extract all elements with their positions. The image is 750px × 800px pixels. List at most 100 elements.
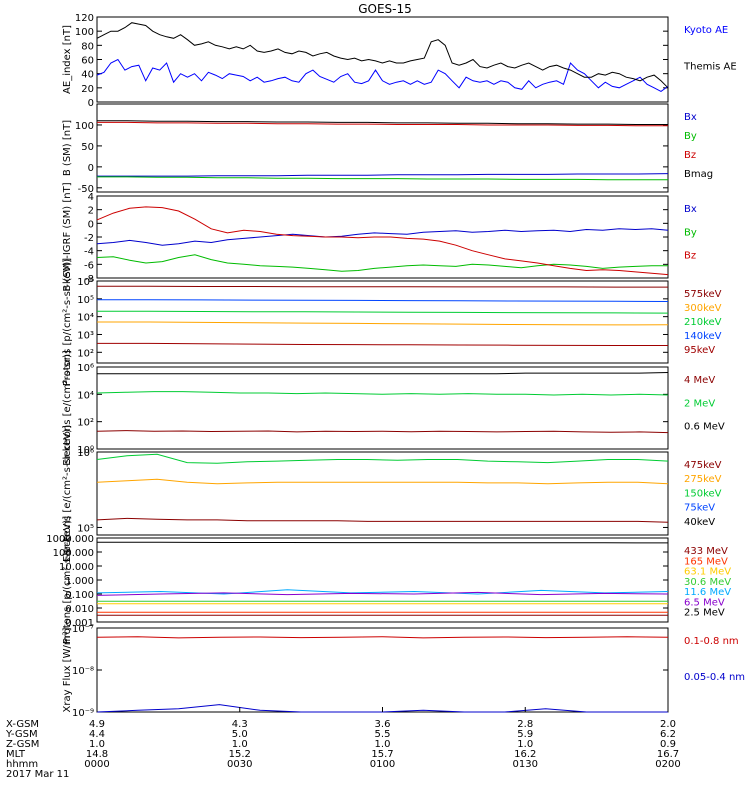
- footer-value: 5.9: [517, 729, 533, 740]
- legend-entry: 433 MeV: [684, 546, 728, 557]
- legend-entry: Bx: [684, 204, 697, 215]
- legend-entry: Bx: [684, 112, 697, 123]
- series-line-4: [97, 120, 668, 125]
- footer-ephemeris: X-GSM 4.9 4.3 3.6 2.8 2.0 Y-GSM 4.4 5.0 5.5 5.9 6.2…: [5, 707, 681, 780]
- y-tick-label: 10³: [77, 330, 94, 341]
- y-tick-label: 120: [75, 13, 94, 24]
- y-tick-label: 10⁶: [77, 277, 94, 288]
- legend-entry: 95keV: [684, 345, 715, 356]
- y-tick-label: 100: [75, 27, 94, 38]
- y-tick-label: 100: [75, 121, 94, 132]
- panel-frame: [96, 366, 669, 450]
- y-tick-label: -2: [84, 233, 94, 244]
- series-line-3: [97, 121, 668, 127]
- legend-entry: 2 MeV: [684, 398, 715, 409]
- footer-value: 5.5: [375, 729, 391, 740]
- y-tick-label: 10²: [77, 418, 94, 429]
- y-tick-label: 0.100: [65, 590, 94, 601]
- y-tick-label: 10.000: [59, 562, 94, 573]
- y-axis-label: B (SM) [nT]: [62, 120, 73, 176]
- legend-entry: 75keV: [684, 503, 715, 514]
- y-tick-label: 0: [88, 219, 94, 230]
- series-line-2: [97, 321, 669, 326]
- y-tick-label: 10⁵: [77, 295, 94, 306]
- footer-value: 15.7: [371, 749, 393, 760]
- legend-entry: Themis AE: [683, 62, 737, 73]
- footer-value: 1.0: [517, 739, 533, 750]
- panel-6: 10⁵ 10⁶ Electrons [e/(cm²-s-sr-keV)] 475keV…: [62, 425, 722, 562]
- series-line-3: [96, 453, 669, 464]
- y-tick-label: 1.000: [65, 576, 94, 587]
- panel-frame: [96, 16, 669, 103]
- footer-value: 3.6: [375, 719, 391, 730]
- y-axis-label: AE_index [nT]: [62, 25, 73, 94]
- legend-entry: 210keV: [684, 317, 722, 328]
- y-tick-label: 4: [88, 192, 94, 203]
- legend-entry: By: [684, 131, 697, 142]
- y-tick-label: 60: [81, 56, 94, 67]
- series-line-1: [96, 636, 669, 639]
- series-line-3: [97, 310, 669, 314]
- legend-entry: 0.6 MeV: [684, 422, 725, 433]
- panel-frame: [96, 103, 669, 193]
- legend-entry: Bmag: [684, 169, 713, 180]
- chart-title: GOES-15: [358, 2, 412, 16]
- footer-row-label: Z-GSM: [6, 739, 39, 750]
- y-tick-label: 10⁻⁷: [72, 624, 94, 635]
- y-tick-label: -50: [78, 184, 94, 195]
- legend-entry: 165 MeV: [684, 556, 728, 567]
- y-axis-label: Xray Flux [W/m²]: [62, 627, 73, 712]
- series-line-1: [96, 517, 669, 523]
- footer-value: 5.0: [232, 729, 248, 740]
- y-axis-label: Protons [p/(cm²-s-sr-keV)]: [62, 258, 73, 386]
- panel-frame: [96, 627, 669, 713]
- y-tick-label: 10⁵: [77, 523, 94, 534]
- legend-entry: 0.05-0.4 nm: [684, 672, 745, 683]
- footer-value: 16.2: [514, 749, 536, 760]
- y-tick-label: 10⁶: [77, 448, 94, 459]
- series-line-1: [97, 173, 669, 177]
- legend-entry: 575keV: [684, 289, 722, 300]
- y-tick-label: -6: [84, 260, 94, 271]
- y-tick-label: 10⁻⁹: [72, 708, 94, 719]
- y-axis-label: Electrons [e/(cm²-s-sr)]: [62, 350, 73, 466]
- footer-value: 4.3: [232, 719, 248, 730]
- series-line-2: [97, 176, 668, 181]
- y-tick-label: 0.001: [65, 618, 94, 629]
- legend-entry: 2.5 MeV: [684, 608, 725, 619]
- legend-entry: Bz: [684, 150, 696, 161]
- y-tick-label: 20: [81, 84, 94, 95]
- series-line-3: [96, 206, 669, 276]
- y-tick-label: 10²: [77, 348, 94, 359]
- footer-value: 14.8: [86, 749, 108, 760]
- footer-row-label: hhmm: [6, 759, 38, 770]
- series-line-1: [96, 58, 669, 92]
- y-axis-label: Electrons [e/(cm²-s-sr-keV)]: [62, 425, 73, 562]
- footer-value: 4.9: [89, 719, 105, 730]
- series-line-4: [97, 299, 669, 302]
- y-tick-label: 10⁰: [77, 445, 94, 456]
- footer-value: 2.8: [517, 719, 533, 730]
- legend-entry: 4 MeV: [684, 375, 715, 386]
- legend-entry: Kyoto AE: [684, 25, 728, 36]
- y-tick-label: 2: [88, 206, 94, 217]
- footer-row-label: X-GSM: [6, 719, 39, 730]
- footer-value: 0100: [370, 759, 395, 770]
- legend-entry: 40keV: [684, 517, 715, 528]
- panel-frame: [96, 451, 669, 536]
- panel-frame: [96, 537, 669, 623]
- footer-value: 1.0: [232, 739, 248, 750]
- y-tick-label: 50: [81, 142, 94, 153]
- legend-entry: By: [684, 227, 697, 238]
- panel-3: -8 -6 -4 -2 0 2 4 B (SM)-IGRF (SM) [nT] Bx By Bz: [62, 182, 697, 291]
- panel-7: 0.001 0.010 0.100 1.000 10.000 100.000 1000.00…: [46, 516, 731, 644]
- series-line-2: [96, 391, 669, 396]
- series-line-7: [97, 541, 669, 544]
- y-tick-label: 10⁻⁸: [72, 666, 94, 677]
- series-line-2: [96, 22, 669, 89]
- legend-entry: 140keV: [684, 331, 722, 342]
- legend-entry: 300keV: [684, 303, 722, 314]
- footer-value: 1.0: [89, 739, 105, 750]
- y-tick-label: 0.010: [65, 604, 94, 615]
